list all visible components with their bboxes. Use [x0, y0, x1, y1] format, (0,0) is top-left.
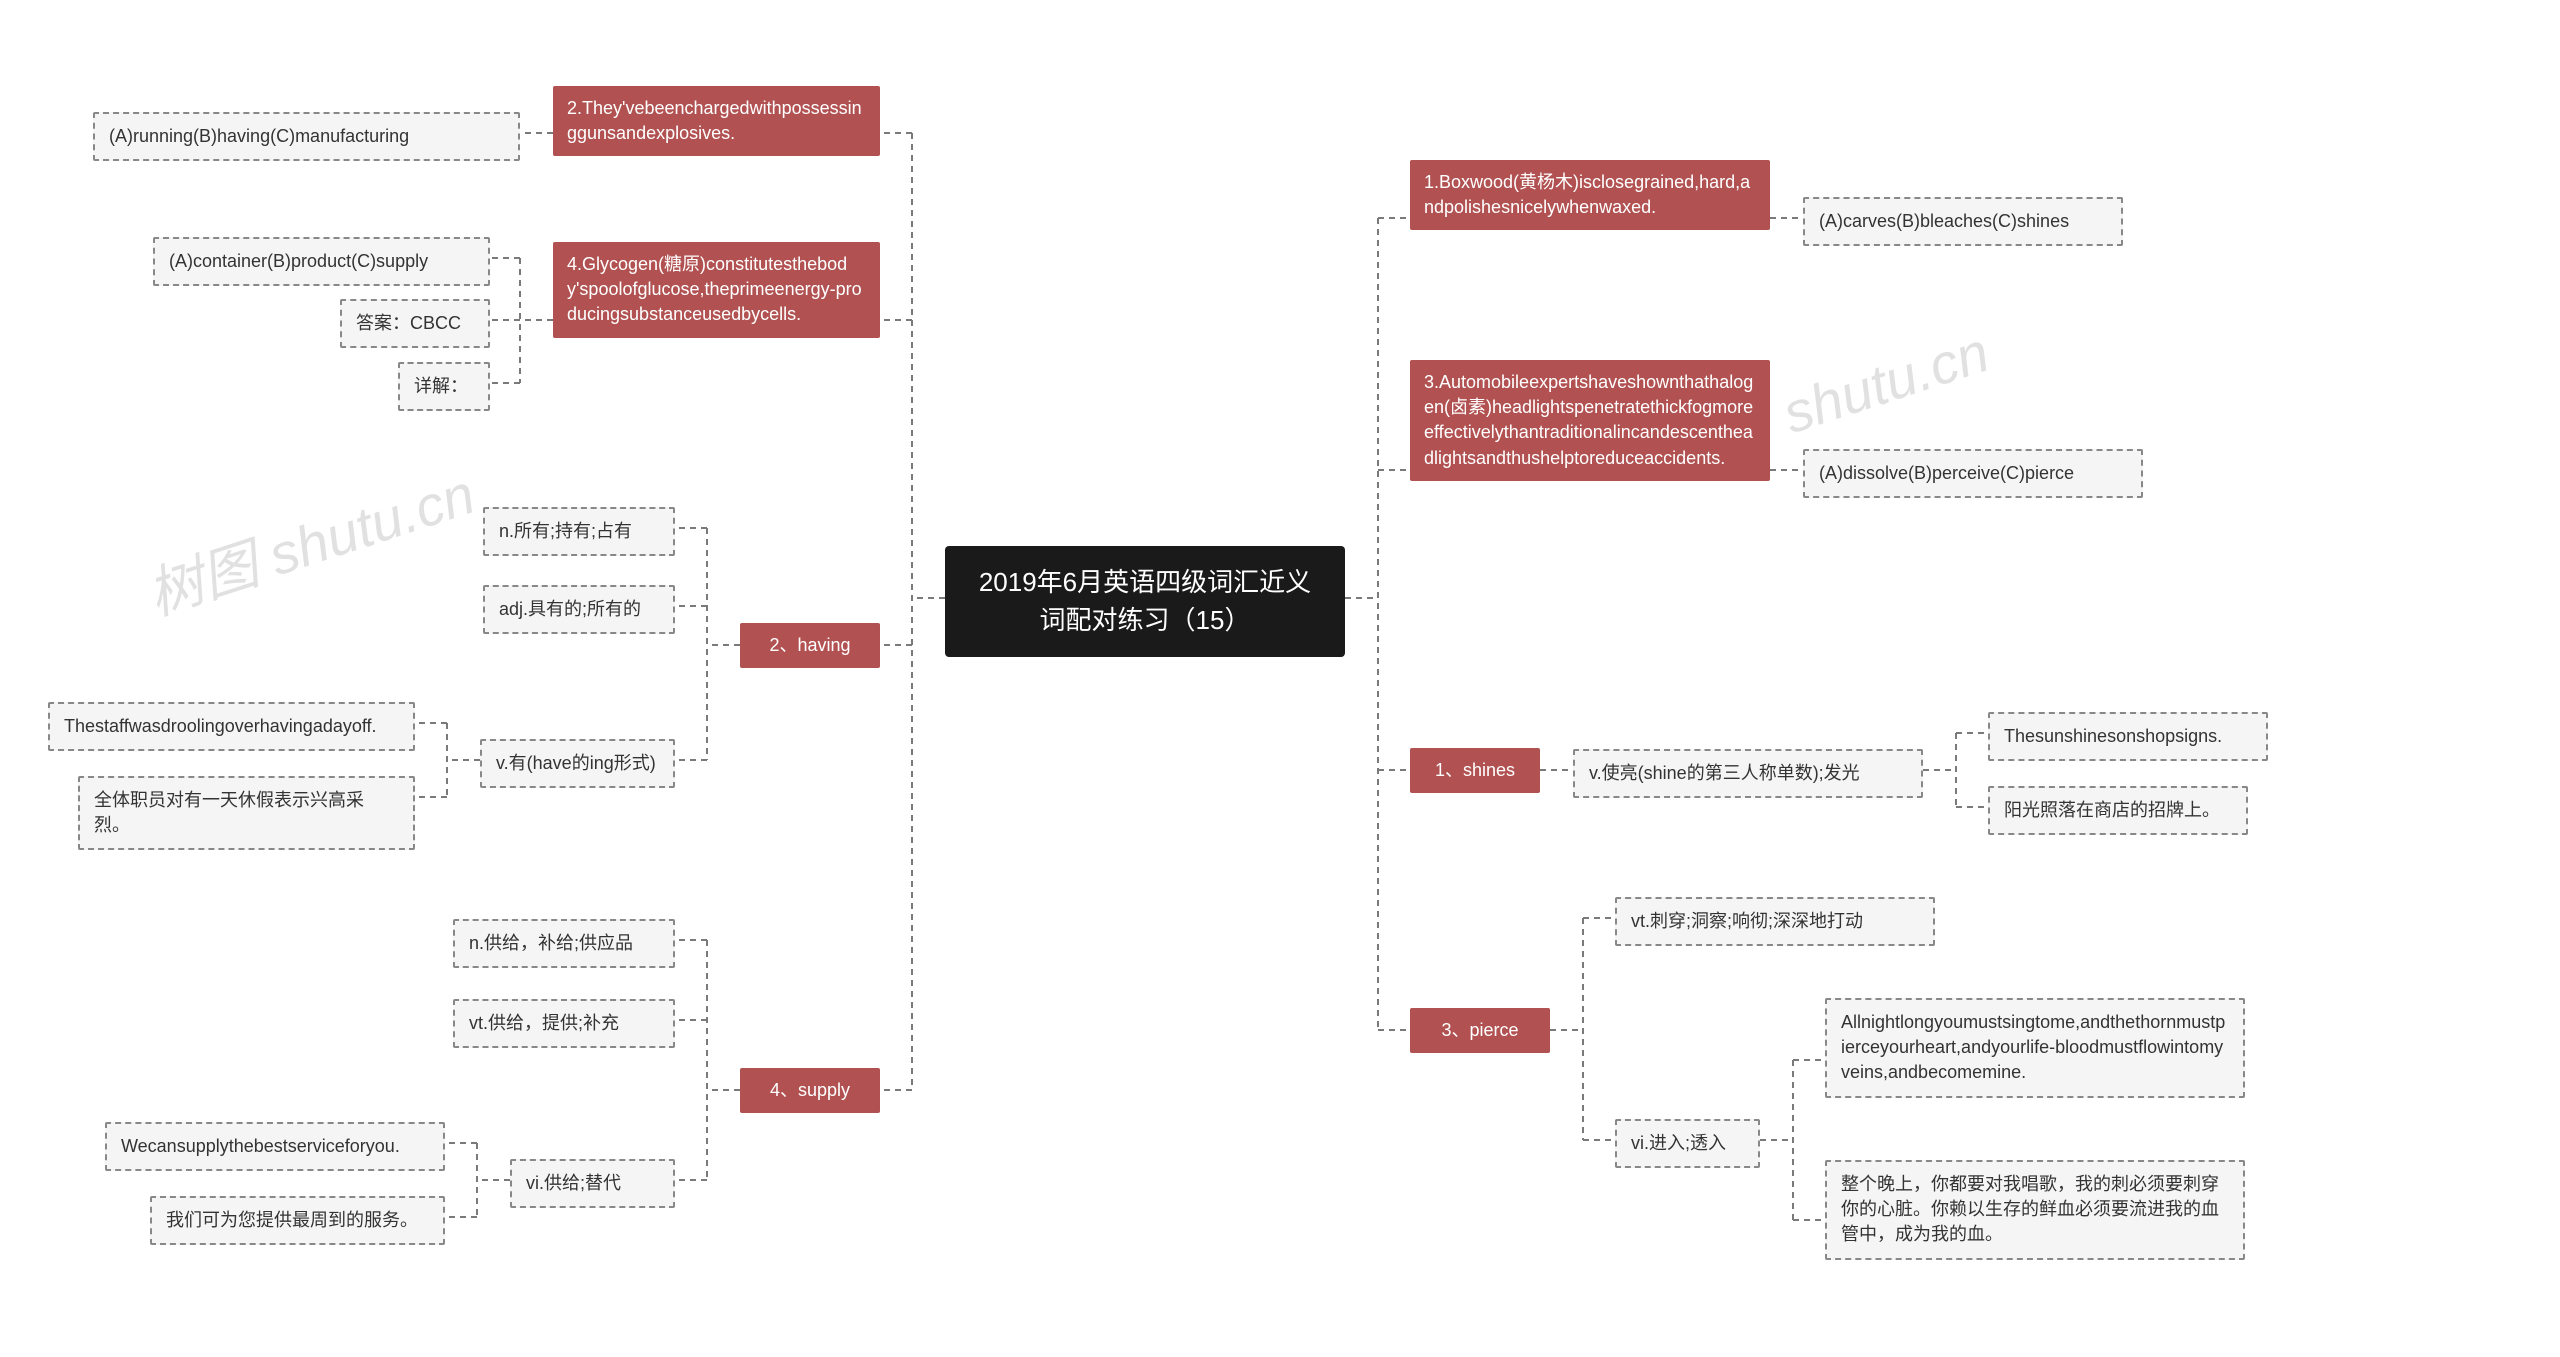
leaf-having-ex-zh: 全体职员对有一天休假表示兴高采烈。 — [78, 776, 415, 850]
leaf-having-ex-en: Thestaffwasdroolingoverhavingadayoff. — [48, 702, 415, 751]
leaf-supply-vi: vi.供给;替代 — [510, 1159, 675, 1208]
leaf-having-v: v.有(have的ing形式) — [480, 739, 675, 788]
leaf-shines-ex-zh: 阳光照落在商店的招牌上。 — [1988, 786, 2248, 835]
branch-q2: 2.They'vebeenchargedwithpossessinggunsan… — [553, 86, 880, 156]
leaf-shines-v: v.使亮(shine的第三人称单数);发光 — [1573, 749, 1923, 798]
branch-having: 2、having — [740, 623, 880, 668]
leaf-q4-options: (A)container(B)product(C)supply — [153, 237, 490, 286]
leaf-q3-options: (A)dissolve(B)perceive(C)pierce — [1803, 449, 2143, 498]
leaf-q1-options: (A)carves(B)bleaches(C)shines — [1803, 197, 2123, 246]
leaf-having-adj: adj.具有的;所有的 — [483, 585, 675, 634]
leaf-q2-options: (A)running(B)having(C)manufacturing — [93, 112, 520, 161]
branch-shines: 1、shines — [1410, 748, 1540, 793]
watermark-left: 树图 shutu.cn — [136, 450, 484, 632]
leaf-supply-n: n.供给，补给;供应品 — [453, 919, 675, 968]
watermark-right: shutu.cn — [1775, 319, 1996, 446]
branch-supply: 4、supply — [740, 1068, 880, 1113]
branch-pierce: 3、pierce — [1410, 1008, 1550, 1053]
branch-q1: 1.Boxwood(黄杨木)isclosegrained,hard,andpol… — [1410, 160, 1770, 230]
leaf-supply-vt: vt.供给，提供;补充 — [453, 999, 675, 1048]
leaf-shines-ex-en: Thesunshinesonshopsigns. — [1988, 712, 2268, 761]
branch-q3: 3.Automobileexpertshaveshownthathalogen(… — [1410, 360, 1770, 481]
leaf-pierce-ex-zh: 整个晚上，你都要对我唱歌，我的刺必须要刺穿你的心脏。你赖以生存的鲜血必须要流进我… — [1825, 1160, 2245, 1260]
leaf-q4-answer: 答案：CBCC — [340, 299, 490, 348]
leaf-supply-ex-en: Wecansupplythebestserviceforyou. — [105, 1122, 445, 1171]
leaf-pierce-vi: vi.进入;透入 — [1615, 1119, 1760, 1168]
leaf-pierce-ex-en: Allnightlongyoumustsingtome,andthethornm… — [1825, 998, 2245, 1098]
leaf-pierce-vt: vt.刺穿;洞察;响彻;深深地打动 — [1615, 897, 1935, 946]
leaf-supply-ex-zh: 我们可为您提供最周到的服务。 — [150, 1196, 445, 1245]
branch-q4: 4.Glycogen(糖原)constitutesthebody'spoolof… — [553, 242, 880, 338]
leaf-having-n: n.所有;持有;占有 — [483, 507, 675, 556]
center-topic: 2019年6月英语四级词汇近义词配对练习（15） — [945, 546, 1345, 657]
leaf-q4-detail: 详解： — [398, 362, 490, 411]
